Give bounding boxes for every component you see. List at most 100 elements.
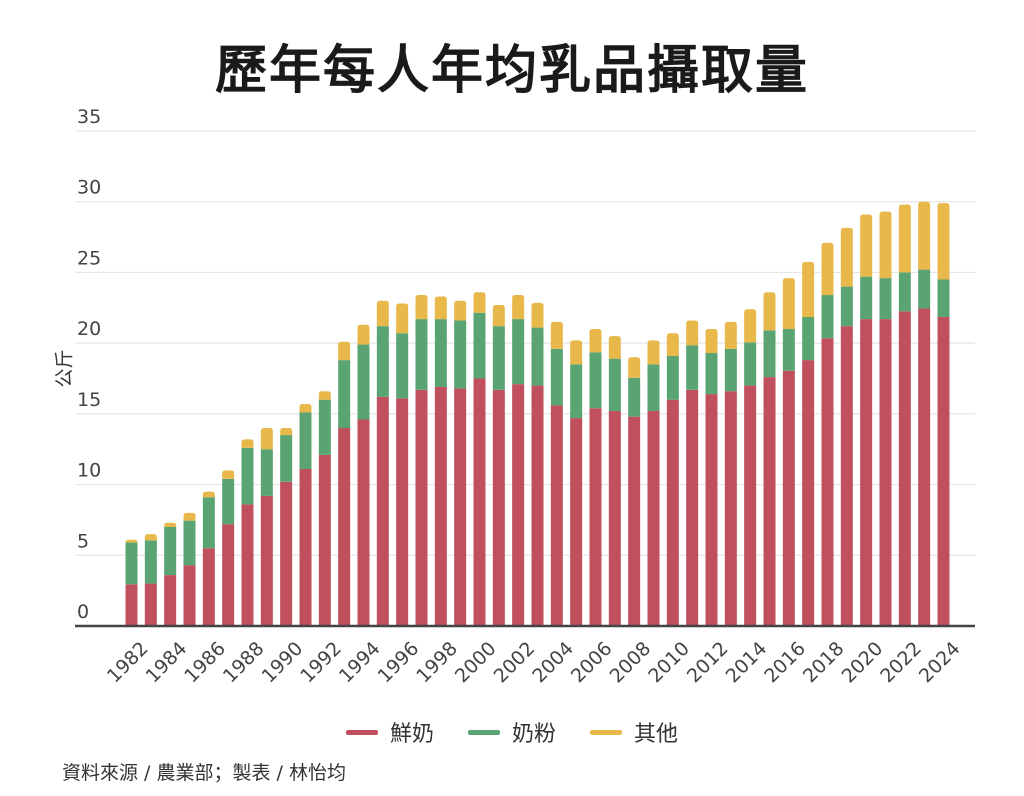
bar-segment-奶粉 bbox=[686, 345, 699, 390]
bar-segment-其他 bbox=[802, 261, 815, 317]
legend-label: 其他 bbox=[634, 722, 679, 747]
bar-segment-鮮奶 bbox=[860, 319, 873, 626]
bar-segment-鮮奶 bbox=[550, 405, 563, 626]
bar-segment-鮮奶 bbox=[222, 524, 235, 626]
bar-stack-2016 bbox=[782, 278, 795, 626]
bar-segment-奶粉 bbox=[318, 399, 331, 455]
bar-segment-奶粉 bbox=[879, 278, 892, 320]
chart-title: 歷年每人年均乳品攝取量 bbox=[214, 41, 809, 101]
bar-segment-其他 bbox=[570, 340, 583, 365]
bar-segment-其他 bbox=[686, 320, 699, 346]
bar-segment-其他 bbox=[937, 203, 950, 280]
x-tick-label: 1982 bbox=[103, 638, 153, 688]
bar-segment-奶粉 bbox=[396, 333, 409, 399]
bar-segment-其他 bbox=[860, 214, 873, 277]
bar-stack-2005 bbox=[570, 340, 583, 626]
x-tick-label: 2012 bbox=[683, 638, 733, 688]
bar-segment-鮮奶 bbox=[338, 428, 351, 626]
legend-label: 鮮奶 bbox=[389, 722, 434, 747]
bar-segment-奶粉 bbox=[802, 316, 815, 361]
bar-segment-其他 bbox=[918, 201, 931, 270]
bar-segment-奶粉 bbox=[570, 364, 583, 419]
x-tick-label: 2002 bbox=[490, 638, 540, 688]
bar-segment-鮮奶 bbox=[125, 584, 138, 626]
bar-stack-2022 bbox=[898, 204, 911, 626]
bar-segment-其他 bbox=[241, 439, 254, 448]
legend-swatch bbox=[467, 729, 500, 735]
bar-segment-奶粉 bbox=[376, 326, 389, 397]
bar-stack-2002 bbox=[512, 295, 525, 626]
bar-segment-鮮奶 bbox=[570, 418, 583, 626]
bar-segment-其他 bbox=[821, 242, 834, 296]
bar-segment-奶粉 bbox=[280, 435, 293, 482]
bar-segment-鮮奶 bbox=[705, 394, 718, 626]
bar-segment-其他 bbox=[318, 391, 331, 400]
bar-stack-1990 bbox=[280, 428, 293, 626]
bar-segment-其他 bbox=[744, 309, 757, 343]
bar-segment-鮮奶 bbox=[260, 495, 273, 626]
y-tick-label: 35 bbox=[77, 106, 101, 128]
bar-segment-其他 bbox=[840, 227, 853, 287]
bar-segment-奶粉 bbox=[338, 360, 351, 428]
bar-segment-其他 bbox=[299, 403, 312, 413]
bar-segment-其他 bbox=[376, 300, 389, 327]
bar-segment-奶粉 bbox=[608, 358, 621, 412]
bar-stack-2000 bbox=[473, 292, 486, 626]
bar-stack-1983 bbox=[144, 534, 157, 626]
bar-segment-鮮奶 bbox=[647, 411, 660, 626]
bar-segment-其他 bbox=[724, 321, 737, 349]
x-tick-label: 2006 bbox=[567, 638, 617, 688]
bar-segment-鮮奶 bbox=[898, 311, 911, 626]
bar-segment-其他 bbox=[531, 302, 544, 328]
bars bbox=[125, 201, 950, 626]
legend-item-other: 其他 bbox=[590, 716, 678, 748]
bar-segment-鮮奶 bbox=[473, 378, 486, 626]
bar-segment-鮮奶 bbox=[434, 386, 447, 626]
bar-segment-其他 bbox=[473, 292, 486, 313]
bar-segment-其他 bbox=[550, 321, 563, 349]
bar-segment-其他 bbox=[666, 333, 679, 356]
bar-stack-1985 bbox=[183, 512, 196, 626]
bar-segment-奶粉 bbox=[589, 352, 602, 409]
bar-stack-2020 bbox=[860, 214, 873, 626]
bar-stack-1998 bbox=[434, 296, 447, 626]
bar-segment-奶粉 bbox=[357, 344, 370, 420]
bar-segment-鮮奶 bbox=[241, 504, 254, 626]
y-tick-label: 20 bbox=[77, 318, 101, 340]
bar-segment-鮮奶 bbox=[608, 411, 621, 626]
bar-segment-奶粉 bbox=[183, 520, 196, 566]
bar-stack-2018 bbox=[821, 242, 834, 626]
bar-segment-鮮奶 bbox=[782, 370, 795, 626]
bar-stack-2024 bbox=[937, 203, 950, 626]
bar-segment-鮮奶 bbox=[821, 338, 834, 626]
bar-segment-鮮奶 bbox=[666, 399, 679, 626]
bar-stack-1988 bbox=[241, 439, 254, 626]
bar-segment-其他 bbox=[338, 341, 351, 361]
bar-stack-2017 bbox=[802, 261, 815, 626]
bar-segment-奶粉 bbox=[550, 348, 563, 406]
bar-segment-鮮奶 bbox=[763, 377, 776, 626]
legend-swatch bbox=[345, 729, 378, 735]
legend-item-fresh-milk: 鮮奶 bbox=[345, 716, 434, 748]
bar-segment-鮮奶 bbox=[164, 575, 177, 626]
bar-segment-鮮奶 bbox=[415, 389, 428, 626]
y-axis-label: 公斤 bbox=[53, 349, 76, 388]
bar-segment-奶粉 bbox=[125, 542, 138, 585]
bar-stack-1999 bbox=[454, 300, 467, 626]
bar-segment-奶粉 bbox=[144, 540, 157, 584]
bar-segment-鮮奶 bbox=[744, 385, 757, 626]
bar-segment-其他 bbox=[647, 340, 660, 365]
x-tick-label: 1990 bbox=[258, 638, 308, 688]
bar-segment-鮮奶 bbox=[628, 416, 641, 626]
bar-stack-2008 bbox=[628, 357, 641, 626]
y-axis-ticks: 0 5 10 15 20 25 30 35 bbox=[77, 106, 101, 623]
bar-segment-奶粉 bbox=[512, 319, 525, 385]
bar-stack-2006 bbox=[589, 329, 602, 626]
bar-segment-鮮奶 bbox=[802, 360, 815, 626]
bar-segment-其他 bbox=[164, 522, 177, 527]
bar-segment-奶粉 bbox=[918, 269, 931, 309]
bar-segment-其他 bbox=[589, 329, 602, 353]
bar-segment-鮮奶 bbox=[918, 308, 931, 626]
bar-segment-其他 bbox=[415, 295, 428, 320]
legend-item-milk-powder: 奶粉 bbox=[467, 716, 556, 748]
